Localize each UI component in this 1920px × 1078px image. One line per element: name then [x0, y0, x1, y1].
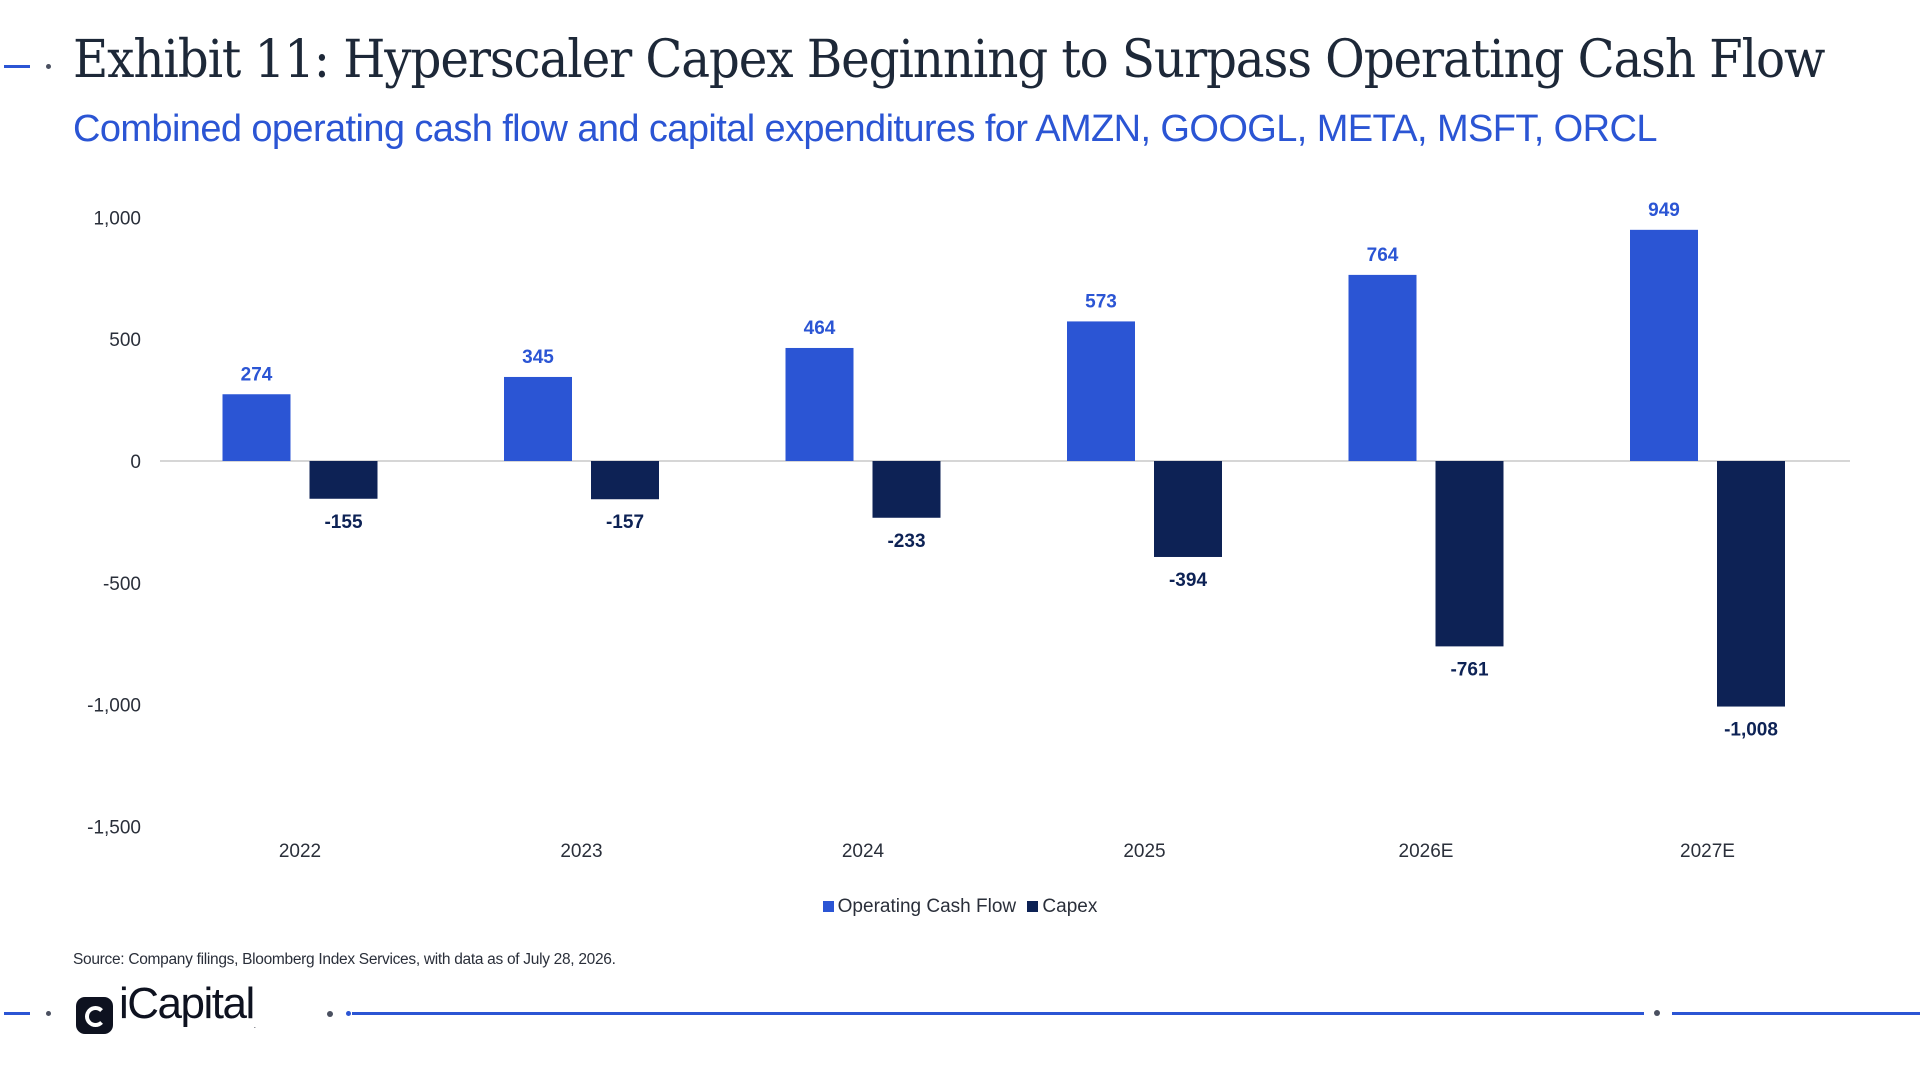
source-note: Source: Company filings, Bloomberg Index…: [73, 951, 616, 968]
x-axis: 2022 2023 2024 2025 2026E 2027E: [279, 841, 1735, 862]
x-tick-label: 2025: [1123, 841, 1165, 862]
legend-item-ocf: Operating Cash Flow: [822, 896, 1017, 918]
bar-operating-cash-flow: [1067, 321, 1135, 461]
bar-operating-cash-flow: [222, 394, 291, 461]
bar-operating-cash-flow: [785, 347, 854, 461]
data-label-capex: -1,008: [1724, 720, 1778, 741]
footer-rule-end: [1672, 1012, 1920, 1015]
data-label-capex: -155: [324, 512, 362, 533]
bar-capex: [1154, 461, 1222, 557]
data-label-ocf: 573: [1085, 291, 1117, 312]
chart-subtitle: Combined operating cash flow and capital…: [73, 108, 1657, 150]
footer-dot-accent: [46, 1011, 51, 1016]
data-label-ocf: 764: [1367, 245, 1399, 266]
chart-title: Exhibit 11: Hyperscaler Capex Beginning …: [73, 30, 1825, 90]
bar-operating-cash-flow: [1630, 229, 1698, 461]
y-tick-label: 1,000: [93, 208, 141, 229]
bar-capex: [1717, 461, 1785, 707]
bar-capex: [591, 461, 659, 500]
header-dot-accent: [46, 64, 51, 69]
legend-swatch-ocf: [822, 901, 834, 912]
bar-capex: [872, 461, 941, 518]
x-tick-label: 2022: [279, 841, 321, 862]
logo-wordmark: iCapital: [119, 979, 255, 1029]
y-tick-label: 0: [130, 452, 141, 473]
data-label-capex: -761: [1450, 659, 1488, 680]
icapital-logo: iCapital.: [76, 982, 256, 1037]
data-label-capex: -233: [887, 531, 925, 552]
data-label-ocf: 345: [522, 347, 554, 368]
logo-period: .: [253, 1020, 256, 1030]
logo-text: iCapital.: [119, 979, 256, 1048]
y-axis: 1,000 500 0 -500 -1,000 -1,500: [87, 208, 141, 838]
bar-capex: [1435, 461, 1504, 647]
chart-legend: Operating Cash Flow Capex: [0, 896, 1920, 918]
x-tick-label: 2024: [842, 841, 885, 862]
x-tick-label: 2023: [560, 841, 602, 862]
footer-rule-dot: [346, 1011, 351, 1016]
data-label-ocf: 949: [1648, 200, 1680, 221]
data-label-capex: -157: [606, 512, 644, 533]
y-tick-label: -500: [103, 574, 141, 595]
logo-mark-icon: [76, 996, 113, 1034]
x-tick-label: 2026E: [1399, 841, 1454, 862]
y-tick-label: 500: [109, 330, 141, 351]
footer-rule-dot: [1654, 1010, 1660, 1016]
footer-rule: [352, 1012, 1644, 1015]
data-label-ocf: 464: [804, 318, 836, 339]
chart-bars: 274 -155 345 -157 464 -233 573 -394 764 -761 949 -1…: [160, 200, 1850, 741]
footer-dash-accent: [4, 1012, 30, 1015]
legend-label-capex: Capex: [1042, 896, 1098, 917]
y-tick-label: -1,000: [87, 696, 141, 717]
legend-swatch-capex: [1027, 901, 1039, 912]
bar-operating-cash-flow: [1348, 274, 1417, 461]
x-tick-label: 2027E: [1680, 841, 1735, 862]
y-tick-label: -1,500: [87, 817, 141, 838]
header-dash-accent: [4, 65, 30, 68]
bar-capex: [309, 461, 378, 499]
bar-chart: 1,000 500 0 -500 -1,000 -1,500 274 -155 345 -157…: [87, 200, 1850, 862]
data-label-capex: -394: [1169, 570, 1207, 591]
legend-item-capex: Capex: [1027, 896, 1097, 918]
legend-label-ocf: Operating Cash Flow: [837, 896, 1017, 917]
footer-rule-dot: [327, 1011, 333, 1017]
bar-operating-cash-flow: [504, 376, 572, 461]
data-label-ocf: 274: [241, 364, 273, 385]
